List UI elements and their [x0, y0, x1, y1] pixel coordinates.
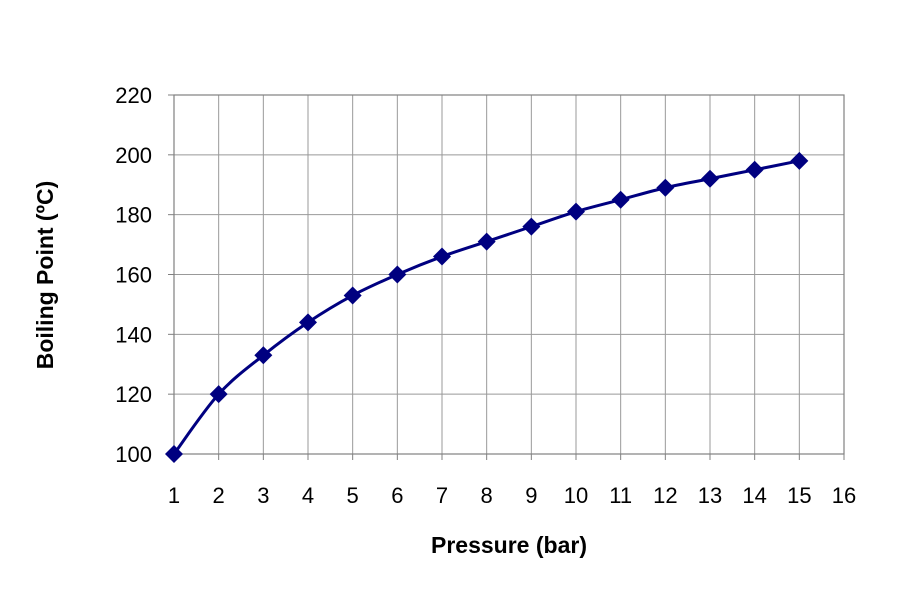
data-point-marker [477, 232, 496, 251]
data-point-marker [790, 151, 809, 170]
x-tick-label: 10 [564, 483, 588, 508]
x-axis-ticks: 1 2 3 4 5 6 7 8 9 10 11 12 13 14 15 16 [168, 454, 856, 508]
x-tick-label: 8 [481, 483, 493, 508]
y-tick-label: 220 [115, 83, 152, 108]
x-tick-label: 2 [213, 483, 225, 508]
grid-lines [173, 94, 845, 455]
data-point-marker [209, 385, 228, 404]
y-tick-label: 140 [115, 322, 152, 347]
data-point-marker [433, 247, 451, 266]
y-tick-label: 160 [115, 263, 152, 288]
data-point-marker [388, 265, 407, 284]
x-tick-label: 4 [302, 483, 314, 508]
y-axis-ticks: 100 120 140 160 180 200 220 [115, 83, 174, 467]
x-tick-label: 7 [436, 483, 448, 508]
data-markers [165, 151, 809, 463]
data-point-marker [745, 160, 764, 179]
data-point-marker [701, 169, 719, 188]
data-point-marker [165, 445, 183, 463]
y-tick-label: 120 [115, 382, 152, 407]
x-tick-label: 15 [787, 483, 811, 508]
x-tick-label: 12 [653, 483, 677, 508]
x-tick-label: 16 [832, 483, 856, 508]
x-tick-label: 14 [742, 483, 766, 508]
data-point-marker [522, 217, 541, 236]
y-tick-label: 180 [115, 203, 152, 228]
x-tick-label: 6 [391, 483, 403, 508]
y-tick-label: 200 [115, 143, 152, 168]
data-point-marker [299, 313, 317, 332]
x-tick-label: 5 [347, 483, 359, 508]
y-tick-label: 100 [115, 442, 152, 467]
data-point-marker [343, 286, 362, 305]
x-axis-title: Pressure (bar) [431, 532, 587, 558]
y-axis-title: Boiling Point (ºC) [32, 181, 58, 370]
x-tick-label: 1 [168, 483, 180, 508]
data-point-marker [254, 346, 273, 365]
x-tick-label: 9 [525, 483, 537, 508]
data-point-marker [656, 178, 675, 197]
x-tick-label: 3 [257, 483, 269, 508]
x-tick-label: 11 [609, 483, 632, 508]
x-tick-label: 13 [698, 483, 722, 508]
data-point-marker [567, 202, 585, 221]
data-point-marker [611, 190, 630, 209]
